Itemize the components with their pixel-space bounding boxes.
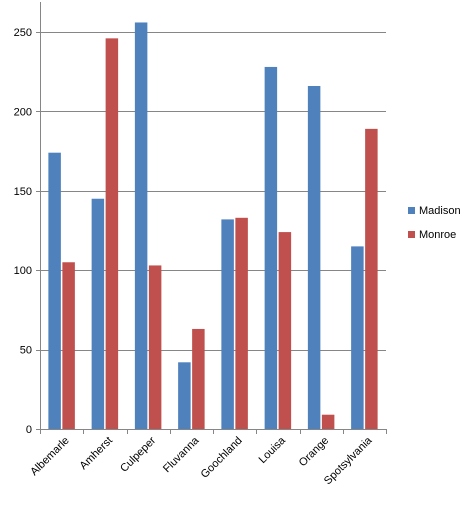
bar-monroe-orange bbox=[321, 414, 335, 429]
y-tick-label: 200 bbox=[14, 106, 32, 118]
legend-label-monroe: Monroe bbox=[419, 229, 456, 241]
bars bbox=[48, 22, 378, 430]
bar-madison-culpeper bbox=[134, 22, 148, 430]
bar-monroe-spotsylvania bbox=[365, 128, 378, 430]
bar-monroe-culpeper bbox=[148, 265, 162, 429]
bar-madison-amherst bbox=[91, 198, 105, 429]
axes bbox=[36, 2, 387, 434]
x-tick-label: Goochland bbox=[199, 435, 245, 481]
legend-swatch-monroe bbox=[408, 231, 415, 238]
legend-label-madison: Madison bbox=[419, 205, 461, 217]
x-tick-label: Albemarle bbox=[28, 435, 72, 479]
y-tick-label: 100 bbox=[14, 265, 32, 277]
bar-madison-louisa bbox=[264, 66, 278, 429]
x-tick-label: Amherst bbox=[78, 435, 115, 472]
bar-monroe-albemarle bbox=[62, 262, 75, 429]
bar-madison-goochland bbox=[221, 219, 234, 429]
x-tick-label: Fluvanna bbox=[161, 434, 202, 475]
legend: Madison Monroe bbox=[408, 205, 461, 241]
bar-monroe-louisa bbox=[278, 232, 292, 429]
bar-madison-fluvanna bbox=[178, 362, 191, 429]
x-tick-label: Culpeper bbox=[118, 434, 158, 474]
x-tick-labels: Albemarle Amherst Culpeper FluvannaGoochlan… bbox=[28, 434, 375, 487]
bar-monroe-fluvanna bbox=[192, 328, 205, 429]
y-tick-label: 0 bbox=[26, 424, 32, 436]
y-tick-label: 50 bbox=[20, 345, 32, 357]
y-tick-label: 150 bbox=[14, 186, 32, 198]
x-tick-label: Orange bbox=[297, 435, 331, 469]
bar-monroe-amherst bbox=[105, 38, 119, 430]
y-tick-labels: 0 50 100 150 200 250 bbox=[14, 27, 32, 436]
bar-monroe-goochland bbox=[235, 217, 248, 429]
legend-swatch-madison bbox=[408, 207, 415, 214]
bar-madison-orange bbox=[307, 85, 321, 429]
x-tick-label: Louisa bbox=[257, 434, 289, 466]
bar-madison-albemarle bbox=[48, 152, 61, 430]
y-tick-label: 250 bbox=[14, 27, 32, 39]
bar-madison-spotsylvania bbox=[351, 246, 364, 429]
